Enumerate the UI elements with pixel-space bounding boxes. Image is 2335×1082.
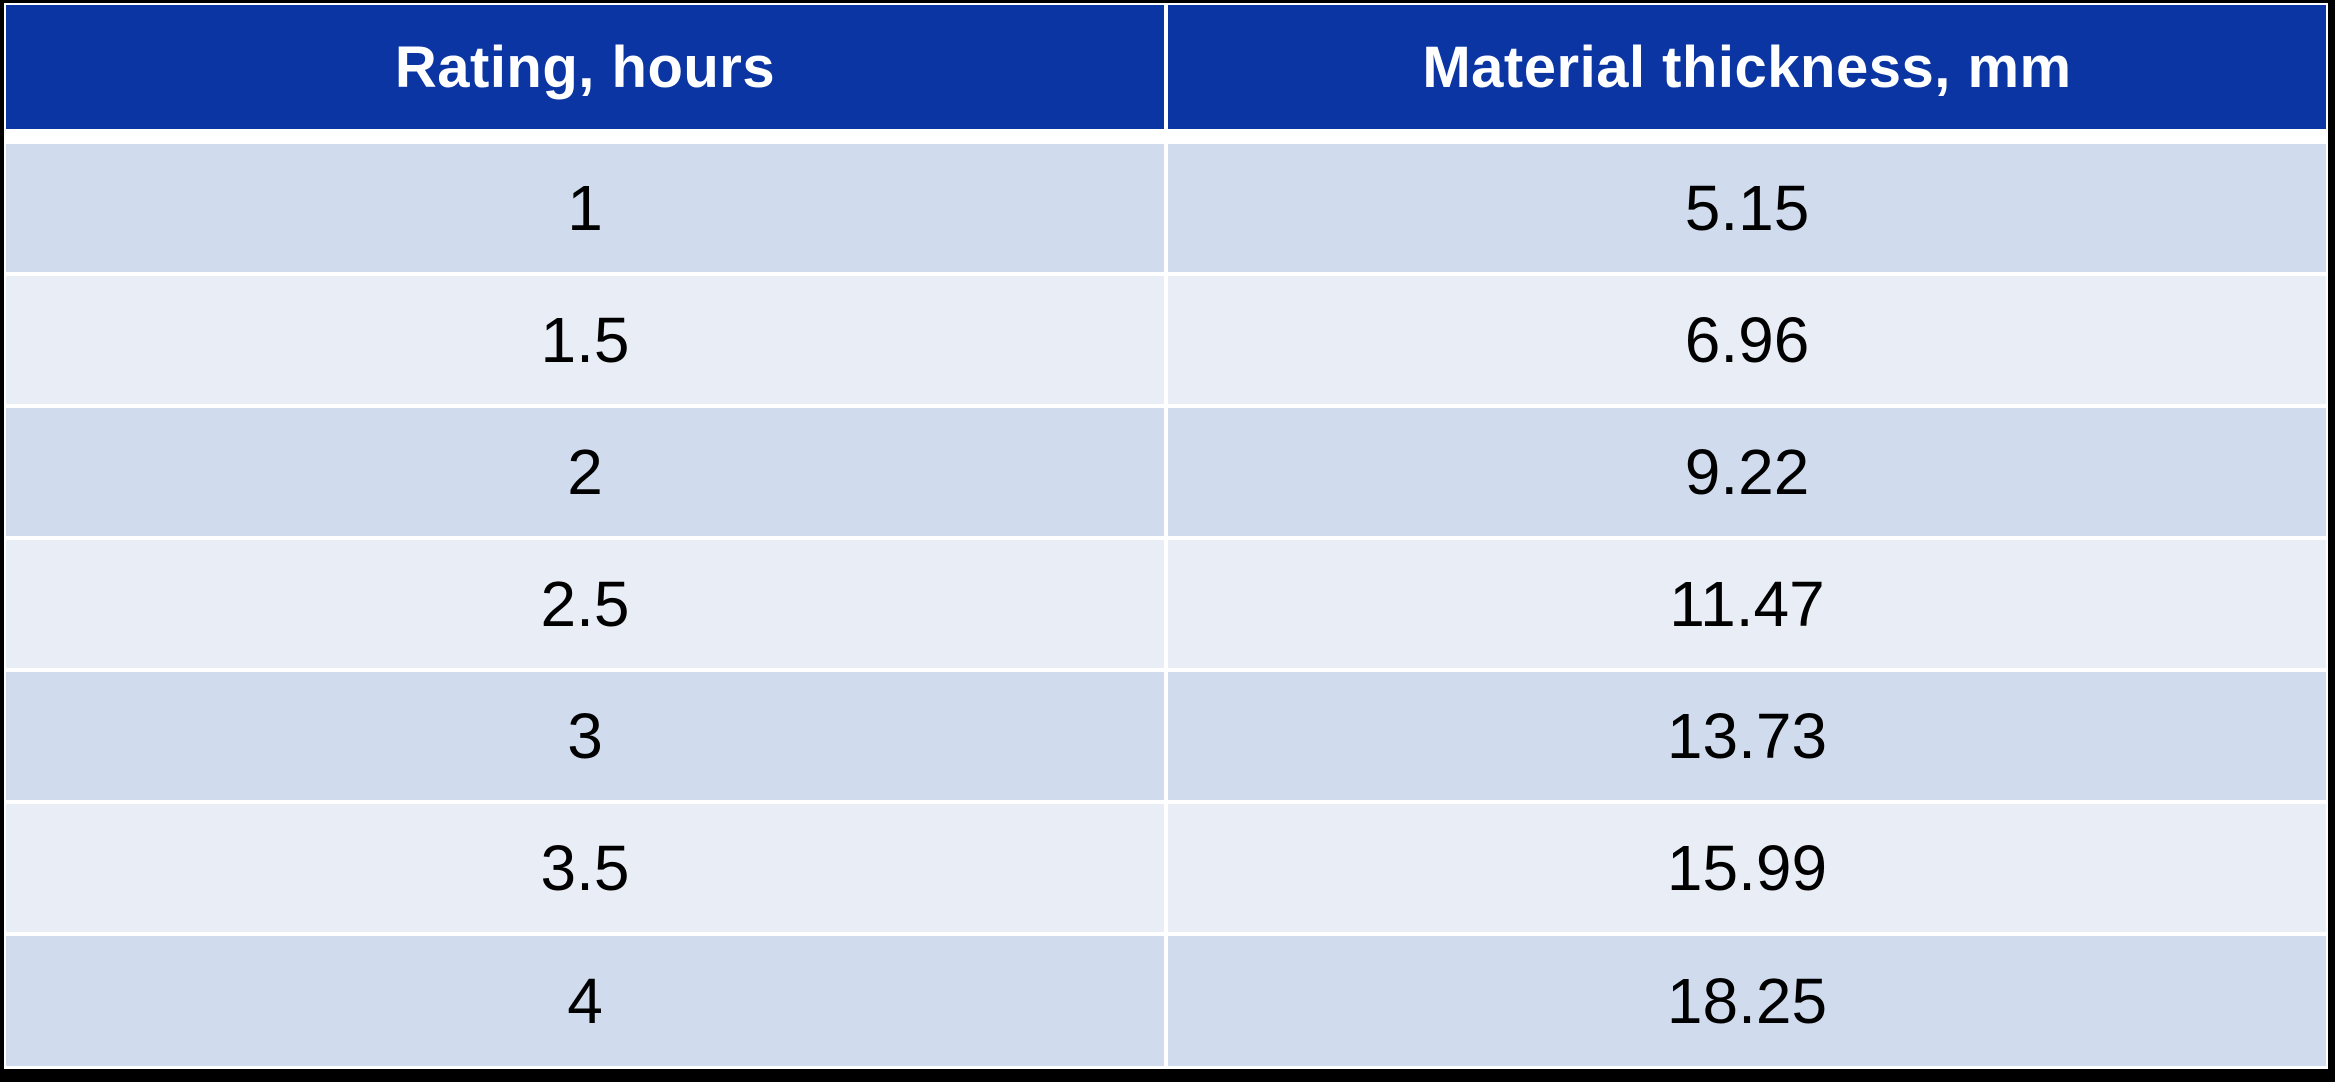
rating-cell: 2: [6, 408, 1164, 536]
table-body: 1 5.15 1.5 6.96 2 9.22 2.5 11.47 3 13.73…: [6, 144, 2326, 1066]
header-cell-thickness: Material thickness, mm: [1168, 5, 2326, 129]
thickness-cell: 5.15: [1168, 144, 2326, 272]
thickness-cell: 15.99: [1168, 804, 2326, 932]
thickness-cell: 13.73: [1168, 672, 2326, 800]
rating-cell: 4: [6, 936, 1164, 1066]
thickness-cell: 9.22: [1168, 408, 2326, 536]
rating-cell: 1.5: [6, 276, 1164, 404]
thickness-cell: 18.25: [1168, 936, 2326, 1066]
table: Rating, hours Material thickness, mm 1 5…: [4, 3, 2328, 1069]
rating-cell: 1: [6, 144, 1164, 272]
rating-cell: 2.5: [6, 540, 1164, 668]
thickness-cell: 6.96: [1168, 276, 2326, 404]
rating-cell: 3: [6, 672, 1164, 800]
thickness-cell: 11.47: [1168, 540, 2326, 668]
header-cell-rating: Rating, hours: [6, 5, 1164, 129]
header-row: Rating, hours Material thickness, mm: [6, 5, 2326, 129]
rating-cell: 3.5: [6, 804, 1164, 932]
